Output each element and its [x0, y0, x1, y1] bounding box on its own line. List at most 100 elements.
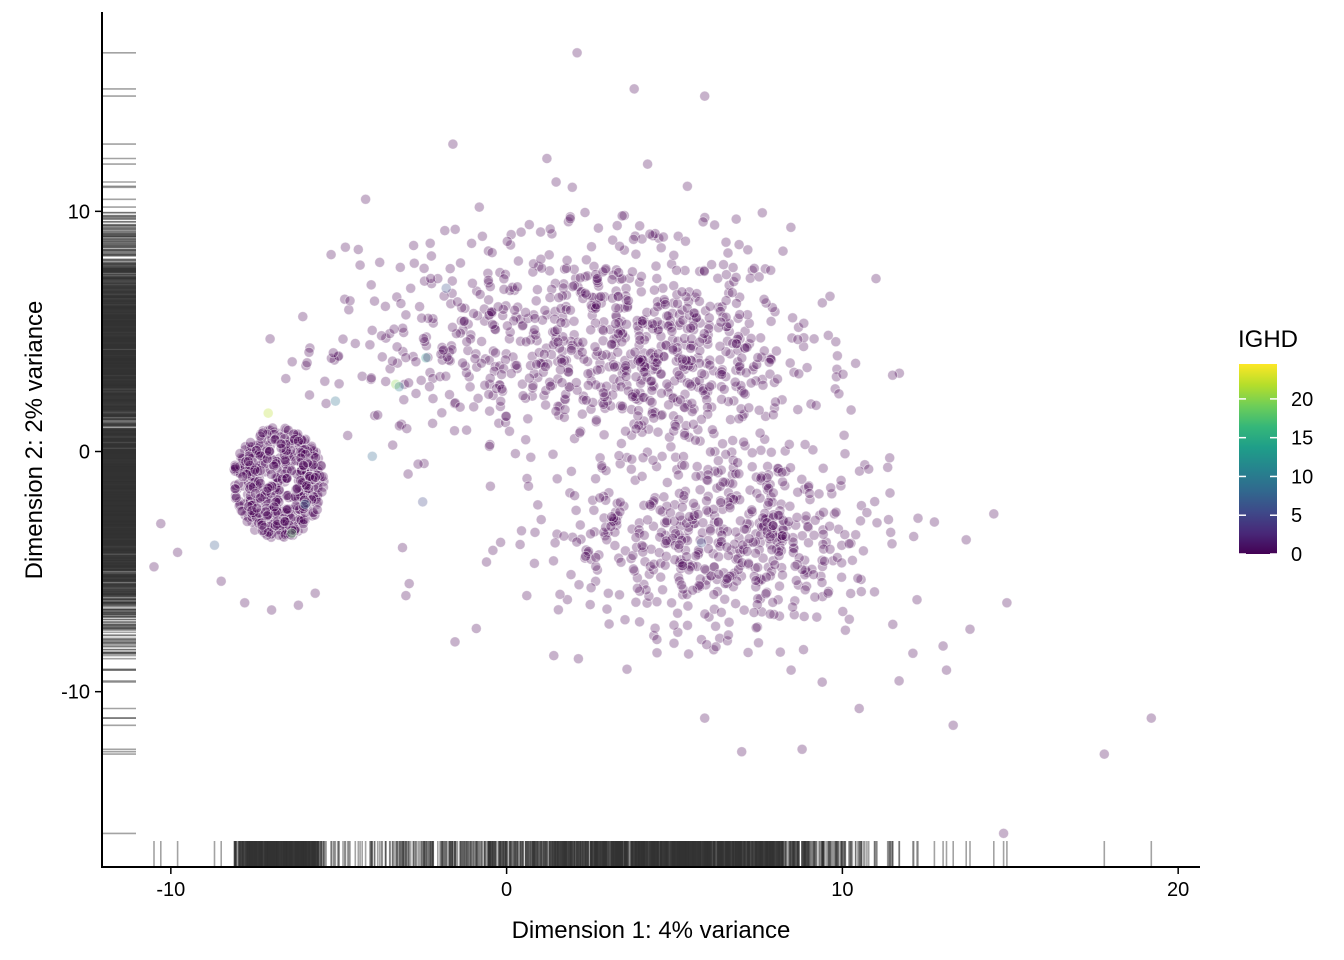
data-point: [402, 468, 414, 480]
data-point: [398, 378, 410, 390]
data-point: [473, 201, 485, 213]
data-point: [543, 249, 555, 261]
data-point: [263, 445, 275, 457]
data-point: [379, 300, 391, 312]
data-point: [398, 327, 410, 338]
data-point: [343, 304, 355, 316]
data-point: [398, 394, 410, 406]
data-point: [418, 262, 430, 274]
data-point: [459, 302, 471, 314]
data-point: [419, 275, 430, 287]
data-point: [249, 464, 261, 476]
data-point: [286, 356, 298, 368]
data-point: [242, 456, 254, 467]
data-point: [642, 446, 653, 458]
data-point: [384, 328, 396, 340]
data-point: [387, 439, 399, 451]
data-point: [312, 482, 324, 494]
data-point: [427, 393, 439, 405]
data-point: [611, 220, 623, 232]
data-point: [366, 324, 378, 336]
data-point: [229, 483, 241, 495]
data-point: [403, 377, 415, 389]
data-point: [526, 390, 538, 402]
data-point: [424, 367, 436, 378]
data-point: [405, 282, 417, 294]
data-point: [297, 459, 309, 471]
data-point: [586, 241, 597, 253]
data-point: [558, 411, 570, 423]
data-point: [588, 260, 600, 272]
data-point: [376, 351, 388, 363]
data-point: [256, 519, 268, 531]
data-point: [532, 284, 543, 296]
data-point: [449, 398, 461, 410]
data-point: [456, 302, 468, 314]
data-point: [229, 461, 241, 473]
data-point: [251, 502, 263, 514]
data-point: [522, 413, 534, 425]
data-point: [483, 388, 495, 400]
data-point: [496, 383, 508, 395]
data-point: [264, 333, 276, 345]
data-point: [240, 456, 252, 467]
data-point: [444, 263, 456, 275]
data-point: [449, 425, 460, 437]
data-point: [544, 265, 555, 277]
data-point: [444, 389, 455, 401]
data-point: [408, 240, 420, 251]
data-point: [410, 356, 422, 368]
data-point: [255, 465, 266, 477]
data-point: [263, 526, 274, 538]
data-point: [254, 477, 266, 489]
data-point: [462, 345, 474, 356]
data-point: [254, 492, 266, 504]
data-point: [538, 358, 549, 369]
data-point: [320, 398, 332, 409]
data-point: [317, 471, 329, 483]
data-point: [415, 374, 427, 386]
data-point: [397, 322, 409, 334]
data-point: [425, 273, 437, 284]
data-point: [281, 490, 293, 501]
data-point: [319, 375, 331, 387]
data-point: [425, 250, 437, 262]
data-point: [427, 417, 439, 429]
data-point: [354, 259, 366, 271]
y-rug: [102, 51, 136, 835]
data-point: [297, 518, 309, 530]
data-point: [337, 333, 349, 345]
data-point: [243, 450, 255, 462]
data-point: [512, 301, 524, 313]
data-point: [380, 376, 392, 387]
data-point: [237, 471, 249, 483]
data-point: [517, 378, 528, 390]
data-point: [374, 256, 386, 268]
data-point: [410, 388, 422, 399]
data-point: [255, 450, 266, 462]
data-point: [476, 336, 488, 347]
data-point: [230, 492, 242, 503]
data-point: [490, 383, 502, 395]
data-point: [487, 318, 498, 330]
data-point: [280, 373, 292, 385]
data-point: [434, 371, 446, 383]
data-point: [342, 430, 354, 441]
data-point: [616, 403, 628, 415]
data-point: [291, 483, 303, 495]
data-point: [412, 458, 424, 470]
data-point: [292, 435, 304, 447]
data-point: [268, 460, 280, 472]
data-point: [262, 482, 274, 494]
data-point: [466, 237, 478, 249]
data-point: [624, 272, 635, 284]
data-point: [310, 471, 321, 483]
data-point: [455, 257, 466, 269]
data-point: [333, 350, 345, 362]
data-point: [246, 505, 258, 517]
data-point: [454, 327, 466, 339]
data-point: [635, 286, 647, 298]
data-point: [466, 277, 478, 289]
data-point: [256, 525, 268, 537]
data-point: [424, 237, 436, 249]
